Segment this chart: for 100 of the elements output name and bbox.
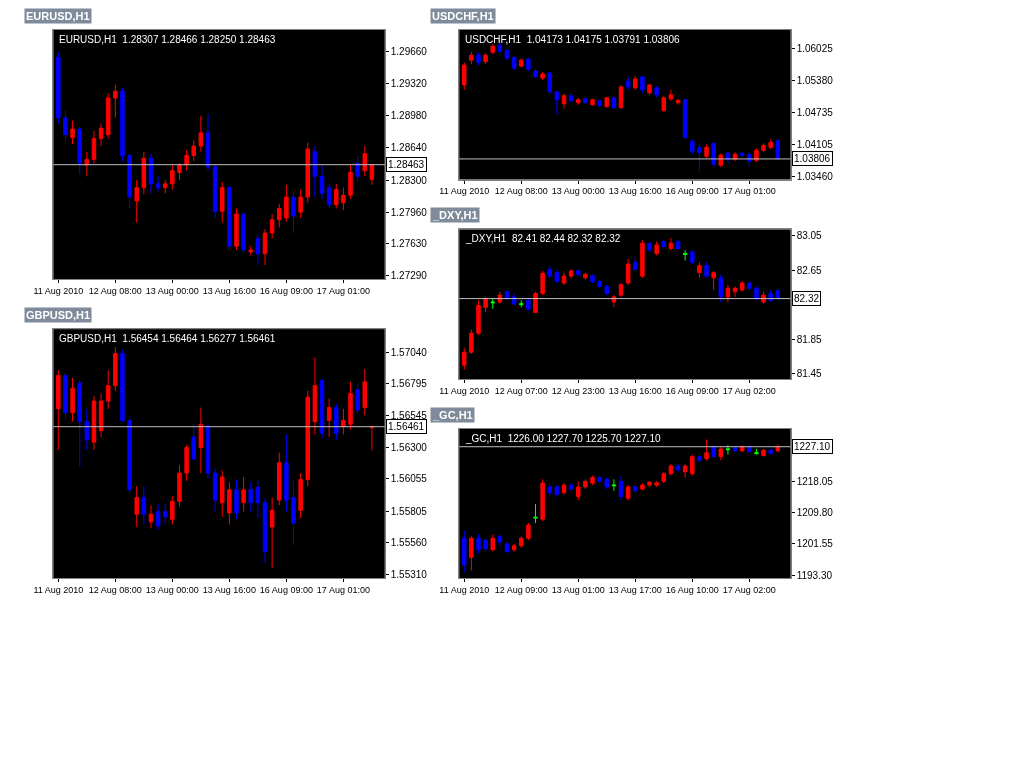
candlestick [704, 439, 709, 461]
candlestick [220, 181, 225, 224]
candlestick [319, 377, 325, 439]
candlestick [77, 126, 82, 175]
chart-subtitle: USDCHF,H1 1.04173 1.04175 1.03791 1.03806 [465, 34, 681, 45]
candlestick [754, 448, 759, 456]
candlestick [554, 90, 560, 116]
y-tick-label: 1.27960 [390, 206, 428, 218]
candlestick [754, 285, 759, 301]
x-tick-label: 13 Aug 16:00 [202, 585, 256, 596]
candlestick [184, 149, 189, 172]
candlestick [640, 482, 645, 492]
chart-subtitle: _GC,H1 1226.00 1227.70 1225.70 1227.10 [465, 433, 662, 444]
candlestick [70, 120, 75, 145]
y-tick-label: 81.85 [796, 333, 823, 345]
candlestick [469, 535, 474, 572]
candlestick [212, 164, 218, 219]
candlestick [113, 346, 118, 392]
candlestick [141, 151, 147, 195]
candlestick [590, 273, 595, 284]
candlestick [234, 207, 239, 251]
y-tick-label: 1.03460 [796, 170, 834, 182]
candlestick [618, 84, 624, 110]
candlestick [540, 71, 545, 81]
candlestick [725, 444, 731, 456]
y-tick-label: 1.04735 [796, 107, 834, 119]
candlestick [661, 471, 667, 484]
candlestick [647, 480, 652, 488]
candlestick [739, 151, 745, 157]
candlestick [198, 115, 204, 153]
candlestick [640, 75, 645, 94]
candlestick [618, 475, 624, 501]
candlestick [348, 164, 353, 200]
candlestick [155, 175, 161, 192]
x-tick-label: 16 Aug 09:00 [665, 385, 719, 396]
candlestick [177, 162, 182, 181]
chart-title: _DXY,H1 [432, 209, 478, 221]
candlestick [697, 454, 702, 463]
candlestick [84, 408, 90, 451]
candlestick [248, 245, 253, 257]
candlestick [341, 187, 346, 211]
candlestick [298, 189, 303, 219]
candlestick [298, 472, 303, 519]
candlestick [269, 213, 275, 240]
candlestick [277, 452, 282, 506]
candlestick [697, 261, 702, 279]
candlestick [675, 239, 681, 251]
candlestick [661, 239, 667, 249]
x-tick-label: 16 Aug 09:00 [665, 186, 719, 197]
x-tick-label: 12 Aug 09:00 [494, 585, 548, 596]
candlestick [483, 537, 488, 553]
candlestick [198, 407, 204, 474]
candlestick [248, 481, 253, 513]
candlestick [647, 241, 652, 253]
candlestick [768, 448, 773, 456]
candlestick [711, 141, 716, 169]
candlestick [483, 52, 488, 65]
candlestick [583, 97, 588, 105]
candlestick [597, 475, 602, 484]
candlestick [590, 475, 595, 486]
candlestick [640, 239, 645, 279]
candlestick [739, 444, 745, 453]
y-tick-label: 1.56055 [390, 473, 428, 485]
candlestick [461, 530, 467, 573]
candlestick [227, 481, 232, 526]
candlestick [625, 76, 631, 91]
candlestick [540, 270, 545, 296]
candlestick [611, 478, 617, 492]
candlestick [184, 444, 189, 482]
x-tick-label: 17 Aug 01:00 [316, 286, 370, 297]
candlestick [255, 234, 261, 266]
x-tick-label: 17 Aug 01:00 [722, 186, 776, 197]
candlestick [191, 423, 196, 461]
candlestick [554, 268, 560, 284]
y-tick-label: 1.04105 [796, 138, 834, 150]
candlestick [561, 93, 567, 110]
candlestick [148, 504, 154, 529]
x-tick-label: 13 Aug 16:00 [608, 385, 662, 396]
candlestick [625, 258, 631, 286]
y-tick-label: 1.06025 [796, 43, 834, 55]
x-tick-label: 13 Aug 16:00 [202, 286, 256, 297]
candlestick [533, 291, 538, 314]
candlestick [775, 140, 781, 161]
candlestick [490, 533, 495, 553]
y-tick-label: 82.65 [796, 264, 823, 276]
candlestick [568, 93, 574, 103]
candlestick [576, 480, 581, 501]
candlestick [141, 485, 147, 526]
candlestick [747, 444, 752, 454]
candlestick [334, 183, 339, 209]
chart-title: _GC,H1 [432, 409, 473, 421]
candlestick [547, 482, 553, 497]
candlestick [220, 470, 225, 518]
candlestick [105, 369, 111, 410]
candlestick [690, 138, 695, 155]
y-tick-label: 1.29320 [390, 78, 428, 90]
candlestick [369, 163, 375, 186]
candlestick [205, 113, 211, 172]
candlestick [91, 130, 97, 164]
candlestick [362, 145, 368, 177]
